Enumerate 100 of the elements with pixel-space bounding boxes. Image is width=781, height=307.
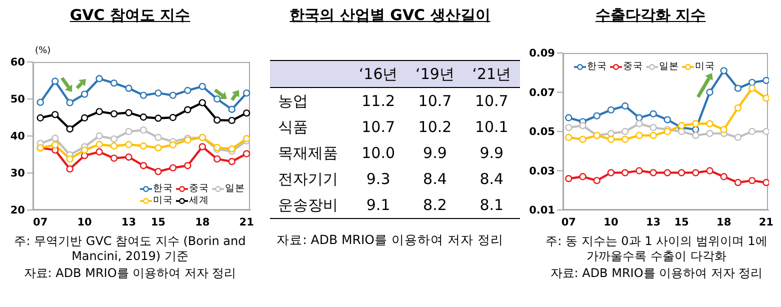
point [579, 173, 586, 180]
point [110, 110, 118, 118]
point [692, 132, 700, 140]
point [96, 140, 103, 148]
point [748, 78, 756, 86]
x-tick-label: ‘19년 [414, 64, 456, 84]
point [96, 108, 103, 116]
x-tick-label: 15 [674, 216, 689, 228]
point [66, 165, 74, 173]
data-label: 8.1 [478, 195, 505, 216]
legend-label: 미국 [694, 61, 715, 73]
point [125, 128, 132, 136]
data-label: 10.0 [360, 143, 396, 164]
point [720, 173, 728, 180]
point [650, 132, 657, 140]
y-tick-label: 60 [10, 56, 25, 69]
point [593, 112, 600, 120]
point [214, 116, 221, 124]
legend-label: 한국 [152, 183, 173, 195]
point [154, 134, 162, 142]
legend-label: 중국 [622, 61, 643, 73]
data-label: 9.9 [478, 143, 505, 164]
point [184, 162, 192, 170]
point [664, 169, 672, 176]
point [636, 132, 643, 140]
point [154, 168, 162, 176]
point [110, 154, 118, 162]
point [125, 109, 132, 116]
point [762, 76, 769, 84]
point [636, 120, 643, 128]
point [169, 92, 177, 99]
point [650, 110, 657, 118]
point [748, 128, 756, 136]
y-tick-label: 농업 [277, 90, 309, 112]
point [228, 145, 236, 153]
point [184, 106, 192, 114]
point [198, 143, 206, 150]
x-tick-label: 07 [33, 216, 48, 228]
point [748, 84, 756, 92]
x-tick-label: 21 [239, 216, 254, 228]
data-label: 8.2 [422, 195, 448, 216]
point [593, 176, 600, 184]
point [154, 89, 162, 97]
point [169, 141, 177, 148]
y-tick-label: 0.01 [529, 204, 555, 217]
point [140, 126, 148, 134]
y-tick-label: 목재제품 [277, 142, 339, 164]
x-tick-label: 18 [716, 216, 732, 228]
legend-label: 일본 [658, 61, 679, 73]
point [140, 142, 148, 150]
point [66, 99, 74, 106]
data-label: 10.7 [417, 91, 453, 112]
legend-label: 한국 [586, 61, 607, 73]
y-tick-label: 50 [10, 94, 25, 106]
point [110, 79, 118, 87]
text: 주: 무역기반 GVC 참여도 지수 (Borin and Mancini, 2019) 기준 [13, 234, 247, 264]
point [748, 176, 756, 184]
point [650, 124, 657, 132]
x-tick-label: 18 [195, 216, 210, 228]
legend-label: 미국 [152, 195, 173, 207]
point [66, 125, 74, 133]
y-tick-label: 20 [10, 204, 25, 217]
point [706, 130, 714, 138]
point [734, 178, 742, 186]
data-label: 9.1 [365, 195, 392, 216]
point [607, 169, 615, 176]
chart-title: GVC 참여도 지수 [68, 6, 192, 25]
y-tick-label: 전자기기 [277, 168, 339, 190]
point [664, 116, 672, 124]
point [154, 144, 162, 152]
data-label: 10.2 [417, 117, 453, 138]
chart-title: 한국의 산업별 GVC 생산길이 [288, 6, 492, 25]
point [96, 148, 103, 156]
point [214, 155, 221, 163]
point [184, 86, 192, 94]
x-tick-label: 07 [561, 216, 576, 228]
point [579, 136, 586, 143]
text: 자료: ADB MRIO를 이용하여 저자 정리 [22, 266, 238, 281]
y-tick-label: 30 [10, 168, 25, 180]
x-tick-label: 10 [604, 216, 618, 228]
point [734, 104, 742, 112]
data-label: 8.4 [478, 169, 505, 190]
data-label: 11.2 [360, 91, 396, 112]
point [762, 178, 769, 186]
point [678, 169, 686, 176]
text: 주: 동 지수는 0과 1 사이의 범위이며 1에 가까울수록 수출이 다각화 [544, 234, 768, 264]
point [51, 141, 59, 148]
text: 자료: ADB MRIO를 이용하여 저자 정리 [549, 266, 764, 281]
point [110, 142, 118, 150]
point [51, 78, 59, 85]
point [706, 167, 714, 174]
point [734, 134, 742, 141]
point [621, 128, 629, 136]
data-label: 8.4 [422, 169, 448, 190]
point [140, 92, 148, 99]
y-tick-label: 0.05 [529, 126, 555, 138]
point [607, 136, 615, 143]
point [607, 106, 615, 114]
data-label: 10.7 [360, 117, 396, 138]
point [154, 114, 162, 122]
